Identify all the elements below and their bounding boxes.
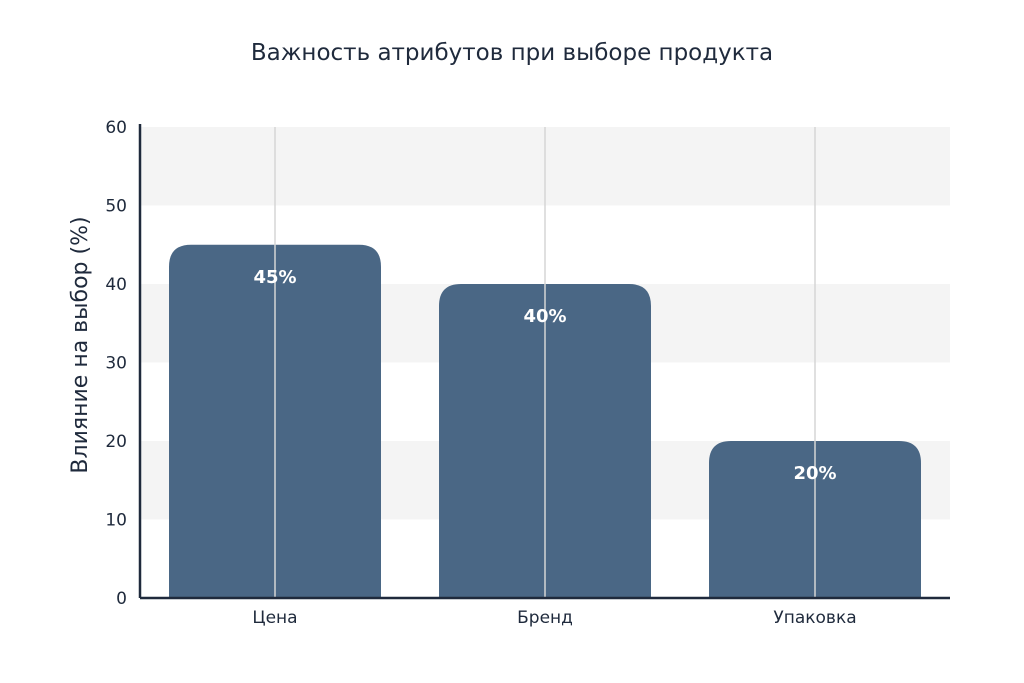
data-label: 45%	[253, 267, 296, 288]
data-labels: 45% 40% 20%	[253, 267, 836, 484]
x-category-label: Упаковка	[773, 608, 856, 628]
x-category-label: Цена	[252, 608, 297, 628]
y-tick-label: 10	[105, 511, 127, 531]
y-tick-label: 20	[105, 432, 127, 452]
y-tick-label: 0	[116, 589, 127, 609]
chart-title: Важность атрибутов при выборе продукта	[250, 40, 774, 66]
axes	[138, 124, 950, 600]
y-tick-label: 40	[105, 275, 127, 295]
y-tick-label: 60	[105, 118, 127, 138]
y-tick-label: 50	[105, 197, 127, 217]
vertical-gridlines	[274, 127, 816, 598]
y-tick-label: 30	[105, 354, 127, 374]
y-axis-title: Влияние на выбор (%)	[68, 216, 93, 473]
x-category-label: Бренд	[517, 608, 573, 628]
y-tick-labels: 0 10 20 30 40 50 60	[105, 118, 127, 609]
x-category-labels: Цена Бренд Упаковка	[252, 608, 856, 628]
data-label: 40%	[523, 306, 566, 327]
data-label: 20%	[793, 463, 836, 484]
